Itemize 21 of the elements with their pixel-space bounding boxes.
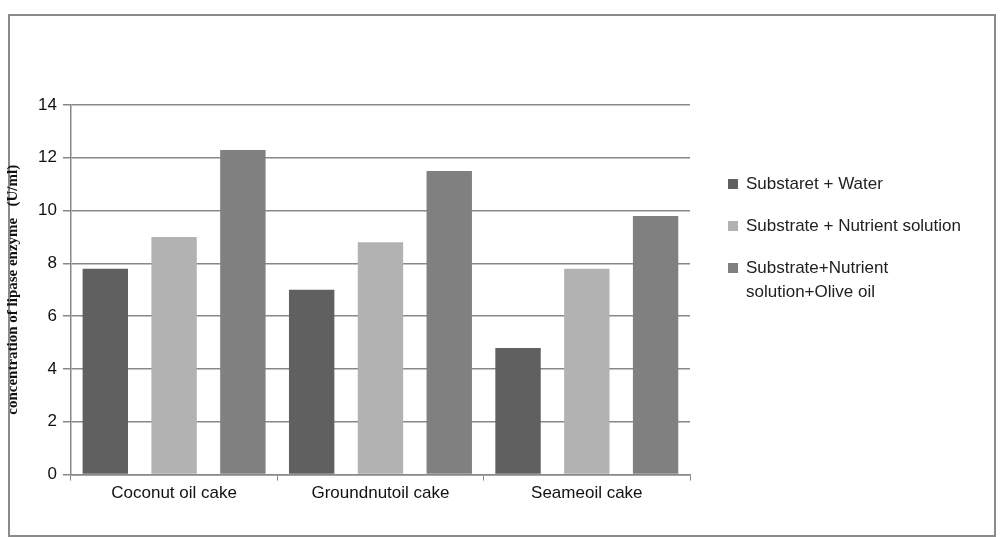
x-tick-label: Seameoil cake [531, 483, 643, 503]
y-tick-label: 6 [47, 305, 57, 325]
y-tick-label: 4 [47, 358, 57, 378]
y-tick-label: 10 [37, 200, 57, 220]
y-tick-label: 0 [47, 464, 57, 484]
y-tick-label: 12 [37, 147, 57, 167]
legend-label: Substaret + Water [746, 173, 883, 195]
bar [151, 237, 197, 474]
bar [564, 268, 610, 474]
legend-label: Substrate + Nutrient solution [746, 215, 961, 237]
bar [82, 268, 128, 474]
x-tick-label: Coconut oil cake [111, 483, 237, 503]
y-tick-label: 2 [47, 411, 57, 431]
y-tick-label: 14 [37, 94, 57, 114]
bar [357, 242, 404, 474]
y-tick-label: 8 [47, 253, 57, 273]
bar [288, 289, 335, 474]
bar [495, 347, 541, 474]
x-tick-label: Groundnutoil cake [311, 483, 450, 503]
legend-label: Substrate+Nutrient solution+Olive oil [746, 257, 890, 303]
y-axis-title: concentration of lipase enzyme (U/ml) [3, 164, 21, 415]
